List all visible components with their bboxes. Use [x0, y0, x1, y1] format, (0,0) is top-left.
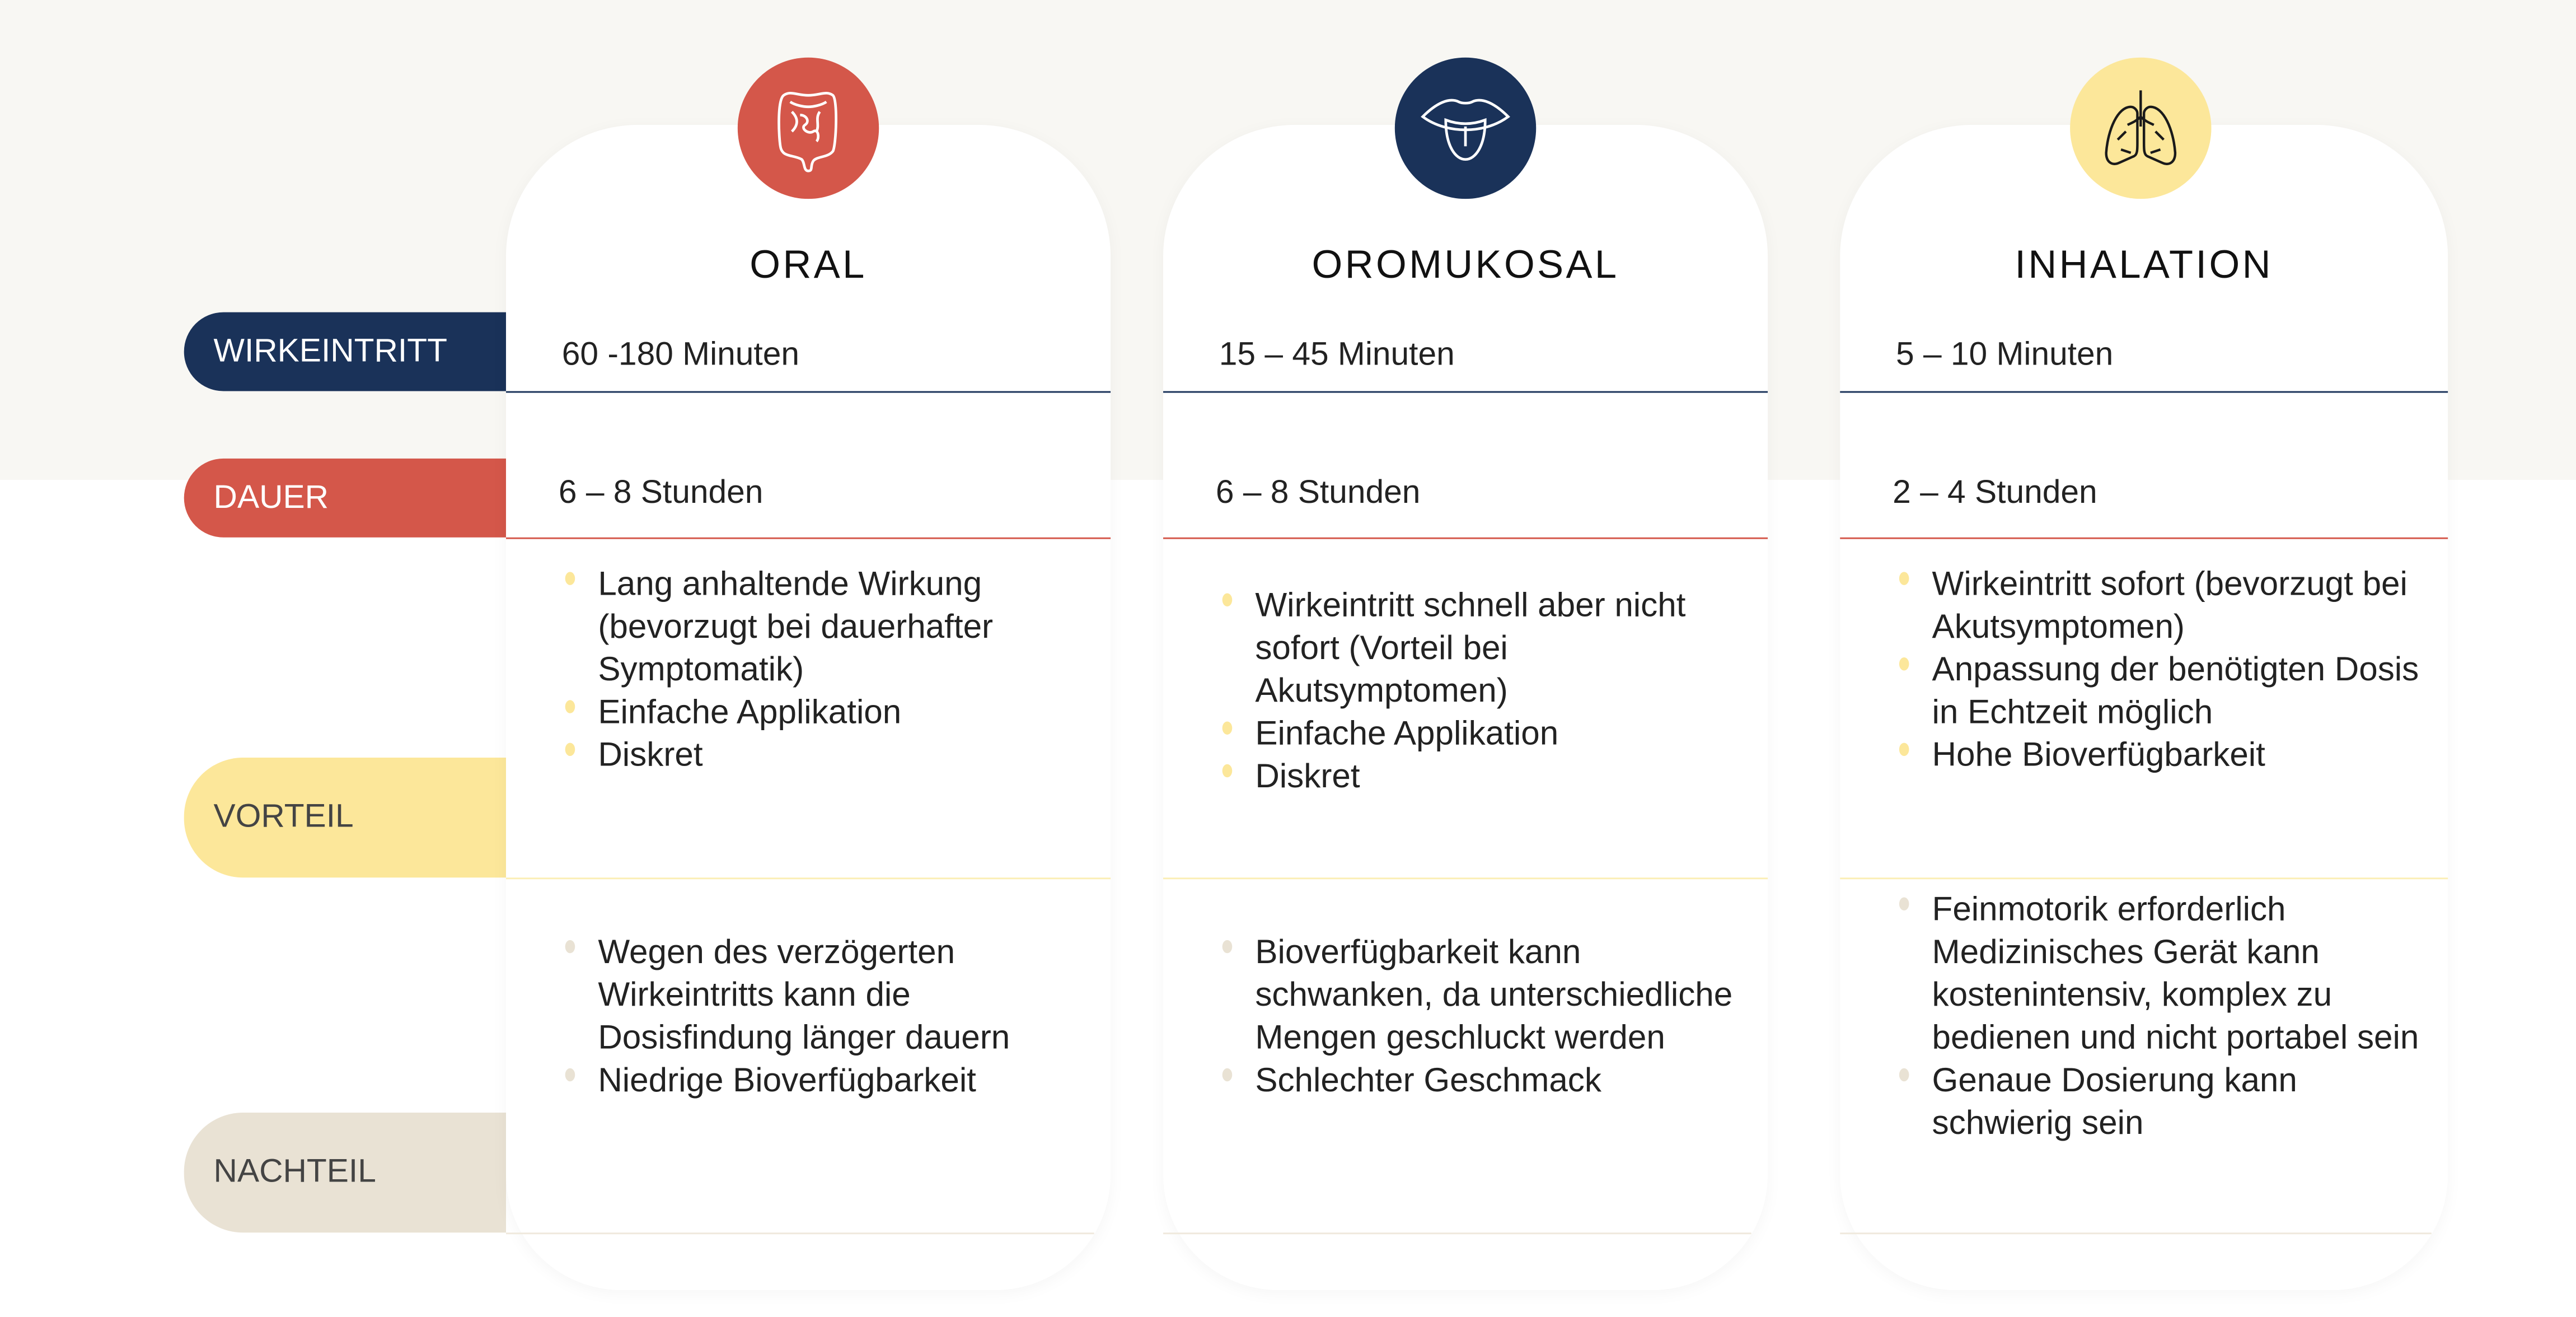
- vorteil-list: Wirkeintritt schnell aber nicht sofort (…: [1222, 585, 1762, 799]
- card-inhalation: [1840, 125, 2448, 1290]
- divider-wirkeintritt: [505, 391, 1111, 393]
- list-item: Wegen des verzögerten Wirkeintritts kann…: [565, 932, 1104, 1060]
- list-item: Diskret: [1222, 756, 1762, 798]
- divider-vorteil: [505, 877, 1111, 880]
- dauer-value: 6 – 8 Stunden: [558, 475, 764, 511]
- divider-vorteil: [1840, 877, 2448, 880]
- mouth-tongue-icon: [1394, 57, 1537, 199]
- divider-nachteil: [505, 1232, 1094, 1235]
- label-text: VORTEIL: [213, 798, 354, 835]
- vorteil-list: Wirkeintritt sofort (bevorzugt bei Akuts…: [1899, 564, 2442, 778]
- list-item: Anpassung der benötigten Dosis in Echtze…: [1899, 649, 2442, 735]
- column-title: ORAL: [750, 243, 867, 288]
- divider-nachteil: [1163, 1232, 1751, 1235]
- list-item: Niedrige Bioverfügbarkeit: [565, 1060, 1104, 1103]
- label-dauer: DAUER: [184, 458, 506, 538]
- list-item: Wirkeintritt sofort (bevorzugt bei Akuts…: [1899, 564, 2442, 650]
- label-vorteil: VORTEIL: [184, 758, 506, 878]
- label-text: DAUER: [213, 479, 329, 516]
- list-item: Feinmotorik erforderlich: [1899, 889, 2442, 932]
- nachteil-list: Bioverfügbarkeit kann schwanken, da unte…: [1222, 932, 1762, 1103]
- list-item: Diskret: [565, 735, 1104, 777]
- nachteil-list: Wegen des verzögerten Wirkeintritts kann…: [565, 932, 1104, 1103]
- list-item: Hohe Bioverfügbarkeit: [1899, 735, 2442, 777]
- list-item: Genaue Dosierung kann schwierig sein: [1899, 1060, 2442, 1146]
- wirkeintritt-value: 15 – 45 Minuten: [1219, 337, 1455, 373]
- list-item: Einfache Applikation: [565, 692, 1104, 735]
- list-item: Bioverfügbarkeit kann schwanken, da unte…: [1222, 932, 1762, 1060]
- divider-wirkeintritt: [1840, 391, 2448, 393]
- label-wirkeintritt: WIRKEINTRITT: [184, 312, 506, 391]
- lungs-icon: [2070, 57, 2212, 199]
- dauer-value: 2 – 4 Stunden: [1893, 475, 2097, 511]
- wirkeintritt-value: 5 – 10 Minuten: [1895, 337, 2114, 373]
- column-title: INHALATION: [2015, 243, 2273, 288]
- label-text: WIRKEINTRITT: [213, 333, 447, 369]
- list-item: Lang anhaltende Wirkung (bevorzugt bei d…: [565, 564, 1104, 692]
- list-item: Einfache Applikation: [1222, 713, 1762, 756]
- divider-dauer: [1840, 537, 2448, 539]
- list-item: Wirkeintritt schnell aber nicht sofort (…: [1222, 585, 1762, 713]
- divider-wirkeintritt: [1163, 391, 1768, 393]
- card-oral: [505, 125, 1111, 1290]
- dauer-value: 6 – 8 Stunden: [1215, 475, 1421, 511]
- divider-dauer: [505, 537, 1111, 539]
- list-item: Medizinisches Gerät kann kostenintensiv,…: [1932, 933, 2419, 1057]
- label-text: NACHTEIL: [213, 1153, 376, 1190]
- intestine-icon: [737, 57, 879, 199]
- divider-dauer: [1163, 537, 1768, 539]
- nachteil-list: Feinmotorik erforderlich Medizinisches Ge…: [1899, 889, 2442, 1146]
- card-oromukosal: [1163, 125, 1768, 1290]
- divider-nachteil: [1840, 1232, 2432, 1235]
- wirkeintritt-value: 60 -180 Minuten: [561, 337, 800, 373]
- vorteil-list: Lang anhaltende Wirkung (bevorzugt bei d…: [565, 564, 1104, 778]
- divider-vorteil: [1163, 877, 1768, 880]
- column-title: OROMUKOSAL: [1312, 243, 1619, 288]
- list-item: Schlechter Geschmack: [1222, 1060, 1762, 1103]
- label-nachteil: NACHTEIL: [184, 1112, 506, 1233]
